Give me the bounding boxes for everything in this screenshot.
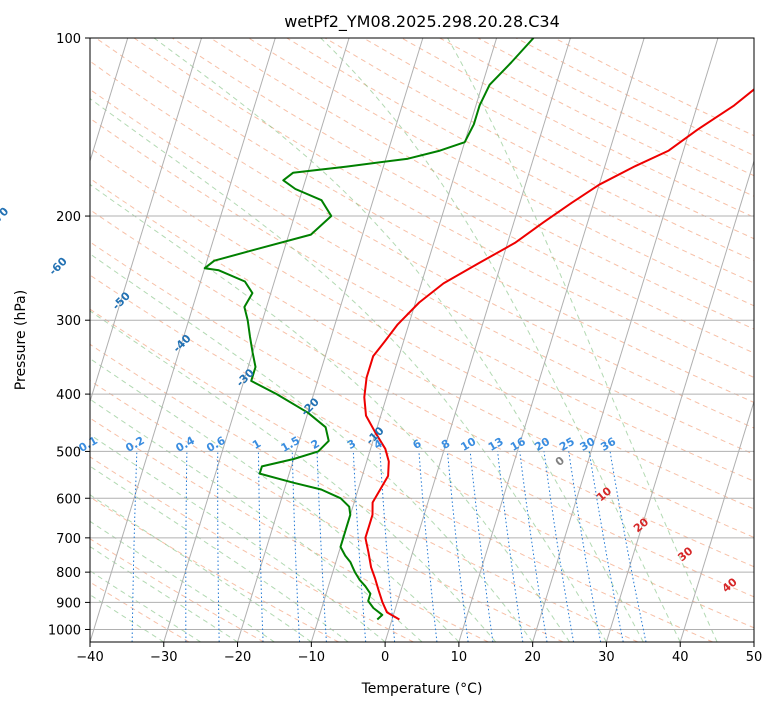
moist-adiabat-label: 0 bbox=[553, 454, 567, 469]
isotherm-line bbox=[238, 38, 423, 642]
moist-adiabat-line bbox=[448, 38, 717, 642]
dry-adiabat-line bbox=[19, 38, 775, 642]
isotherm-line bbox=[754, 38, 775, 642]
dry-adiabat-line bbox=[0, 38, 775, 642]
dry-adiabat-line bbox=[58, 38, 775, 642]
mixing-ratio-line bbox=[317, 451, 326, 642]
dry-adiabat-line bbox=[287, 38, 775, 642]
y-tick-label: 400 bbox=[56, 388, 81, 403]
moist-adiabat-line bbox=[0, 38, 570, 642]
x-tick-label: 20 bbox=[524, 650, 541, 665]
y-axis-label: Pressure (hPa) bbox=[13, 290, 29, 390]
x-axis-label: Temperature (°C) bbox=[361, 681, 483, 697]
moist-adiabat-label: 20 bbox=[631, 515, 651, 535]
isotherm-label: -30 bbox=[234, 366, 257, 389]
dry-adiabat-line bbox=[96, 38, 775, 642]
moist-adiabat-line bbox=[0, 38, 533, 642]
dry-adiabat-line bbox=[0, 38, 775, 642]
x-tick-label: 0 bbox=[381, 650, 389, 665]
dry-adiabat-line bbox=[0, 38, 264, 642]
x-tick-label: 50 bbox=[746, 650, 763, 665]
dry-adiabat-line bbox=[0, 38, 413, 642]
isotherm-line bbox=[459, 38, 644, 642]
moist-adiabat-label: 40 bbox=[720, 575, 740, 595]
chart-title: wetPf2_YM08.2025.298.20.28.C34 bbox=[284, 12, 560, 32]
mixing-ratio-line bbox=[258, 451, 263, 642]
y-tick-label: 500 bbox=[56, 445, 81, 460]
dry-adiabat-line bbox=[0, 38, 775, 642]
y-tick-label: 900 bbox=[56, 596, 81, 611]
x-tick-label: 40 bbox=[672, 650, 689, 665]
y-tick-label: 600 bbox=[56, 492, 81, 507]
dry-adiabat-line bbox=[516, 38, 775, 642]
x-tick-label: 10 bbox=[451, 650, 468, 665]
mixing-ratio-label: 6 bbox=[411, 437, 424, 452]
moist-adiabat-label: 30 bbox=[675, 544, 695, 564]
mixing-ratio-line bbox=[419, 451, 437, 642]
mixing-ratio-line bbox=[186, 451, 187, 642]
x-tick-label: −20 bbox=[224, 650, 251, 665]
isotherm-line bbox=[385, 38, 570, 642]
moist-adiabat-line bbox=[0, 38, 459, 642]
y-tick-label: 700 bbox=[56, 532, 81, 547]
isotherm-label: -20 bbox=[298, 395, 321, 418]
isotherm-label: -40 bbox=[170, 332, 193, 355]
dry-adiabat-line bbox=[478, 38, 775, 642]
dry-adiabat-line bbox=[0, 38, 775, 642]
mixing-ratio-label: 1 bbox=[250, 437, 263, 452]
dry-adiabat-line bbox=[0, 38, 563, 642]
isotherm-line bbox=[680, 38, 775, 642]
dewpoint-profile-line bbox=[205, 38, 534, 620]
isotherm-label: -70 bbox=[0, 205, 12, 228]
x-tick-label: −40 bbox=[76, 650, 103, 665]
x-tick-label: 30 bbox=[598, 650, 615, 665]
y-tick-label: 300 bbox=[56, 314, 81, 329]
isotherm-line bbox=[311, 38, 496, 642]
dry-adiabat-line bbox=[554, 38, 775, 642]
x-tick-label: −10 bbox=[298, 650, 325, 665]
mixing-ratio-line bbox=[448, 451, 469, 642]
isotherm-label: -50 bbox=[110, 289, 133, 312]
y-tick-label: 1000 bbox=[48, 623, 81, 638]
mixing-ratio-line bbox=[353, 451, 365, 642]
mixing-ratio-line bbox=[82, 451, 90, 642]
y-tick-label: 100 bbox=[56, 32, 81, 47]
moist-adiabat-label: 10 bbox=[594, 484, 614, 504]
mixing-ratio-line bbox=[589, 451, 623, 642]
mixing-ratio-line bbox=[520, 451, 547, 642]
moist-adiabat-line bbox=[0, 38, 311, 642]
moist-adiabat-line bbox=[0, 38, 422, 642]
dry-adiabat-line bbox=[0, 38, 775, 642]
moist-adiabat-line bbox=[0, 38, 238, 642]
moist-adiabat-line bbox=[10, 38, 607, 642]
mixing-ratio-line bbox=[292, 451, 299, 642]
x-tick-label: −30 bbox=[150, 650, 177, 665]
dry-adiabat-line bbox=[0, 38, 339, 642]
mixing-ratio-line bbox=[132, 451, 137, 642]
isotherm-label: -60 bbox=[46, 255, 69, 278]
y-tick-label: 800 bbox=[56, 566, 81, 581]
mixing-ratio-line bbox=[470, 451, 493, 642]
dry-adiabat-line bbox=[363, 38, 775, 642]
isotherm-line bbox=[16, 38, 201, 642]
dry-adiabat-line bbox=[0, 38, 775, 642]
moist-adiabat-line bbox=[321, 38, 681, 642]
mixing-ratio-label: 3 bbox=[345, 437, 358, 452]
y-tick-label: 200 bbox=[56, 210, 81, 225]
mixing-ratio-line bbox=[218, 451, 220, 642]
